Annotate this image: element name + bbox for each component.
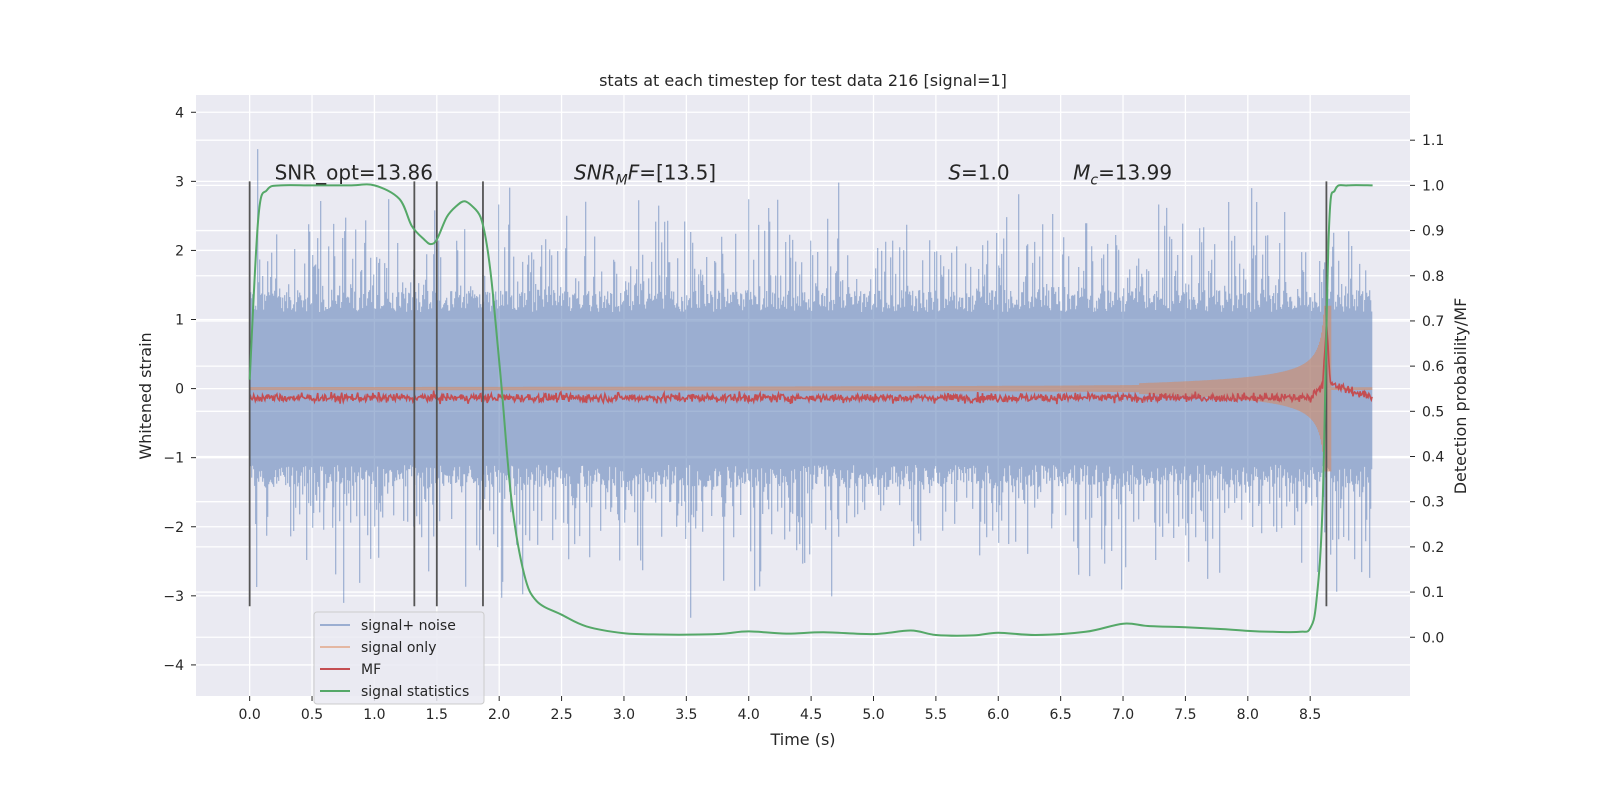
x-axis-label: Time (s) xyxy=(769,730,835,749)
y-right-tick-label: 0.9 xyxy=(1422,224,1444,240)
x-tick-label: 1.5 xyxy=(426,707,448,723)
axes: 0.0 0.5 1.0 1.5 2.0 2.5 3.0 3.5 4.0 4.5 5.0 5.5 6.0 6… xyxy=(163,105,1444,723)
x-tick-label: 3.5 xyxy=(675,707,697,723)
legend-entry: signal+ noise xyxy=(361,618,456,634)
x-tick-label: 7.5 xyxy=(1174,707,1196,723)
y-left-tick-label: 0 xyxy=(175,382,184,398)
y-right-tick-label: 1.1 xyxy=(1422,133,1444,149)
x-tick-label: 2.5 xyxy=(550,707,572,723)
y-right-tick-label: 0.3 xyxy=(1422,495,1444,511)
x-tick-label: 8.0 xyxy=(1237,707,1259,723)
y-left-tick-label: −2 xyxy=(163,520,184,536)
y-right-tick-label: 0.5 xyxy=(1422,404,1444,420)
y-left-tick-label: 2 xyxy=(175,243,184,259)
y-axis-label-left: Whitened strain xyxy=(136,332,155,459)
y-right-tick-label: 0.2 xyxy=(1422,540,1444,556)
x-tick-label: 6.5 xyxy=(1050,707,1072,723)
x-tick-label: 7.0 xyxy=(1112,707,1134,723)
y-right-tick-label: 0.7 xyxy=(1422,314,1444,330)
x-tick-label: 0.5 xyxy=(301,707,323,723)
y-right-tick-label: 1.0 xyxy=(1422,178,1444,194)
x-tick-label: 3.0 xyxy=(613,707,635,723)
legend-entry: MF xyxy=(361,662,381,678)
x-tick-label: 5.5 xyxy=(925,707,947,723)
x-tick-label: 1.0 xyxy=(363,707,385,723)
legend-entry: signal statistics xyxy=(361,684,469,700)
series-signal-statistics xyxy=(248,183,1373,637)
legend: signal+ noise signal only MF signal statist… xyxy=(313,611,485,705)
legend-box xyxy=(313,611,485,705)
y-left-tick-label: 4 xyxy=(175,105,184,121)
y-right-tick-label: 0.6 xyxy=(1422,359,1444,375)
annotation-snr-mf: SNRMF=[13.5] xyxy=(574,160,716,188)
x-tick-label: 4.5 xyxy=(800,707,822,723)
annotations: SNR_opt=13.86 SNRMF=[13.5] S=1.0 Mc=13.99 xyxy=(275,160,1173,188)
y-left-tick-label: −1 xyxy=(163,451,184,467)
signal-statistics-trace xyxy=(248,183,1373,637)
vertical-markers xyxy=(248,181,1328,607)
x-tick-label: 0.0 xyxy=(239,707,261,723)
annotation-s-value: S=1.0 xyxy=(948,160,1009,184)
y-axis-label-right: Detection probability/MF xyxy=(1451,298,1470,495)
chart-title: stats at each timestep for test data 216… xyxy=(599,71,1007,90)
y-right-tick-label: 0.4 xyxy=(1422,450,1444,466)
x-tick-label: 5.0 xyxy=(862,707,884,723)
x-tick-label: 8.5 xyxy=(1299,707,1321,723)
annotation-snr-opt: SNR_opt=13.86 xyxy=(275,160,433,184)
y-left-tick-label: 3 xyxy=(175,174,184,190)
x-tick-label: 6.0 xyxy=(987,707,1009,723)
x-tick-label: 4.0 xyxy=(738,707,760,723)
annotation-mc-value: Mc=13.99 xyxy=(1073,160,1172,188)
y-left-tick-label: 1 xyxy=(175,313,184,329)
y-right-tick-label: 0.1 xyxy=(1422,585,1444,601)
x-tick-label: 2.0 xyxy=(488,707,510,723)
y-left-tick-label: −4 xyxy=(163,658,184,674)
y-right-tick-label: 0.0 xyxy=(1422,630,1444,646)
y-left-tick-label: −3 xyxy=(163,589,184,605)
y-right-tick-label: 0.8 xyxy=(1422,269,1444,285)
legend-entry: signal only xyxy=(361,640,436,656)
